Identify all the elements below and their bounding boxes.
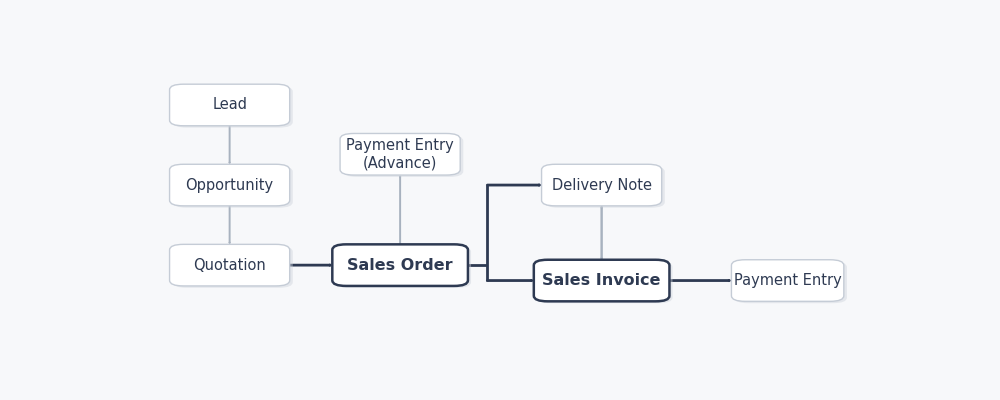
- FancyBboxPatch shape: [542, 164, 662, 206]
- FancyBboxPatch shape: [545, 166, 665, 208]
- Text: Payment Entry: Payment Entry: [734, 273, 842, 288]
- Text: Quotation: Quotation: [193, 258, 266, 273]
- FancyBboxPatch shape: [537, 262, 673, 303]
- Text: Sales Invoice: Sales Invoice: [542, 273, 661, 288]
- Text: Lead: Lead: [212, 98, 247, 112]
- Text: Delivery Note: Delivery Note: [552, 178, 652, 192]
- FancyBboxPatch shape: [731, 260, 844, 301]
- FancyBboxPatch shape: [170, 244, 290, 286]
- FancyBboxPatch shape: [173, 166, 293, 208]
- FancyBboxPatch shape: [335, 246, 471, 288]
- Text: Sales Order: Sales Order: [347, 258, 453, 273]
- FancyBboxPatch shape: [735, 262, 847, 303]
- Text: Payment Entry
(Advance): Payment Entry (Advance): [346, 138, 454, 170]
- FancyBboxPatch shape: [534, 260, 669, 301]
- FancyBboxPatch shape: [173, 246, 293, 288]
- FancyBboxPatch shape: [340, 134, 460, 175]
- Text: Opportunity: Opportunity: [186, 178, 274, 192]
- FancyBboxPatch shape: [170, 84, 290, 126]
- FancyBboxPatch shape: [170, 164, 290, 206]
- FancyBboxPatch shape: [332, 244, 468, 286]
- FancyBboxPatch shape: [343, 135, 463, 177]
- FancyBboxPatch shape: [173, 86, 293, 128]
